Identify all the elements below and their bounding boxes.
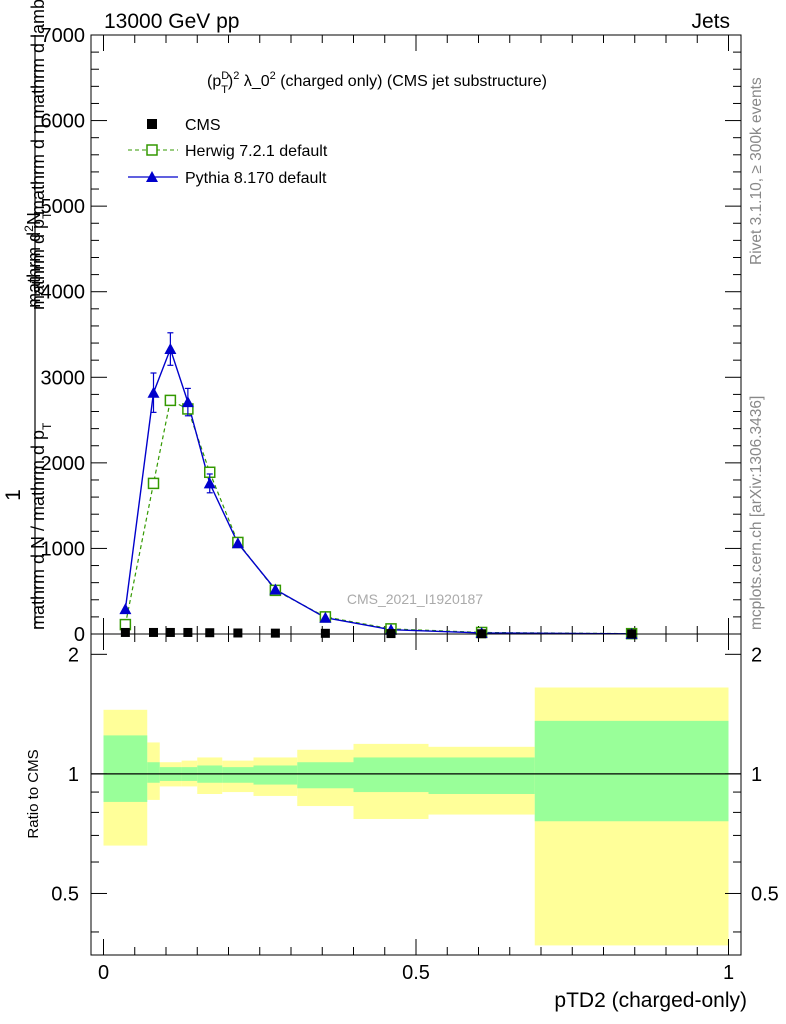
ratio-inner-band-bin bbox=[147, 762, 160, 783]
cms-point bbox=[205, 628, 215, 638]
main-y-ticks: 0 1000 2000 3000 4000 5000 6000 7000 bbox=[41, 25, 741, 646]
ratio-y-axis-label: Ratio to CMS bbox=[25, 749, 42, 838]
rivet-version-label: Rivet 3.1.10, ≥ 300k events bbox=[748, 77, 765, 265]
ratio-xtick-label: 1 bbox=[723, 962, 734, 984]
pythia-point bbox=[147, 386, 160, 398]
pythia-point bbox=[181, 396, 194, 408]
legend-label-pythia: Pythia 8.170 default bbox=[185, 170, 327, 187]
ratio-inner-band-bin bbox=[297, 762, 354, 789]
ratio-inner-band-bin bbox=[534, 720, 729, 822]
pythia-point bbox=[203, 477, 216, 489]
ratio-y-ticks: 0.5 0.5 1 1 2 2 bbox=[51, 644, 779, 933]
main-ytick-label: 0 bbox=[74, 624, 85, 646]
main-y-axis-label: 1 mathrm d2N mathrm d N / mathrm d pT ma… bbox=[2, 0, 54, 630]
main-plot-title: (pD T)2 λ_02 (charged only) (CMS jet subs… bbox=[207, 70, 547, 96]
main-ytick-label: 1000 bbox=[41, 538, 86, 560]
legend-label-cms: CMS bbox=[185, 117, 221, 134]
main-panel: (pD T)2 λ_02 (charged only) (CMS jet subs… bbox=[2, 0, 742, 646]
ylabel-denominator-2: mathrm d pT bbox=[28, 211, 54, 310]
pythia-point bbox=[164, 343, 177, 355]
ratio-panel: 0.5 0.51 12 2 0 0.5 1 Ratio to CMS pTD2 (char… bbox=[25, 633, 779, 1012]
ratio-inner-band-bin bbox=[353, 757, 429, 793]
ratio-ytick-label-right: 1 bbox=[751, 764, 762, 786]
legend-entry-herwig: Herwig 7.2.1 default bbox=[128, 143, 328, 160]
cms-point bbox=[120, 627, 130, 637]
pythia-point bbox=[269, 583, 282, 595]
ratio-ytick-label-right: 0.5 bbox=[751, 883, 779, 905]
ratio-xtick-label: 0 bbox=[98, 962, 109, 984]
ylabel-denominator-3: mathrm d η mathrm d lambda bbox=[28, 0, 48, 215]
cms-point bbox=[149, 627, 158, 637]
main-ytick-label: 6000 bbox=[41, 111, 86, 133]
herwig-point bbox=[147, 477, 160, 490]
ratio-ytick-label: 2 bbox=[68, 644, 79, 666]
cms-point bbox=[165, 627, 175, 637]
ratio-ytick-label: 0.5 bbox=[51, 883, 79, 905]
ratio-inner-band-bin bbox=[103, 735, 148, 802]
ratio-ytick-label: 1 bbox=[68, 764, 79, 786]
pythia-point bbox=[319, 611, 332, 623]
herwig-point bbox=[164, 394, 177, 407]
ratio-xtick-label: 0.5 bbox=[402, 962, 430, 984]
pythia-point bbox=[119, 603, 132, 615]
main-ytick-label: 4000 bbox=[41, 282, 86, 304]
cms-point bbox=[270, 628, 280, 638]
x-axis-label: pTD2 (charged-only) bbox=[554, 989, 747, 1012]
main-ytick-label: 5000 bbox=[41, 196, 86, 218]
herwig-line bbox=[124, 399, 632, 635]
pythia-point bbox=[231, 537, 244, 549]
ratio-inner-band-bin bbox=[428, 757, 535, 794]
ratio-bands-layer bbox=[103, 687, 729, 946]
legend-entry-cms: CMS bbox=[147, 117, 221, 134]
main-ytick-label: 7000 bbox=[41, 25, 86, 47]
main-series-layer bbox=[119, 332, 638, 640]
ratio-inner-band-bin bbox=[253, 765, 298, 785]
ratio-x-ticks: 0 0.5 1 bbox=[98, 634, 734, 984]
cms-point bbox=[183, 627, 193, 637]
ratio-ytick-label-right: 2 bbox=[751, 644, 762, 666]
cms-point bbox=[233, 628, 243, 638]
energy-label: 13000 GeV pp bbox=[104, 10, 239, 33]
legend-marker-cms bbox=[147, 119, 157, 129]
mcplots-label: mcplots.cern.ch [arXiv:1306.3436] bbox=[748, 396, 765, 630]
legend-marker-herwig bbox=[146, 144, 158, 156]
ylabel-one: 1 bbox=[2, 489, 25, 501]
legend-label-herwig: Herwig 7.2.1 default bbox=[185, 143, 328, 160]
legend: CMS Herwig 7.2.1 default Pythia 8.170 de… bbox=[128, 117, 328, 187]
legend-marker-pythia bbox=[146, 171, 158, 182]
ratio-inner-band-bin bbox=[222, 767, 254, 783]
ylabel-denominator-1: mathrm d N / mathrm d pT bbox=[28, 422, 54, 630]
main-ytick-label: 3000 bbox=[41, 367, 86, 389]
cms-point bbox=[320, 628, 330, 638]
main-ytick-label: 2000 bbox=[41, 453, 86, 475]
process-label: Jets bbox=[691, 10, 730, 33]
ylabel-numerator: mathrm d2N bbox=[22, 212, 44, 308]
analysis-watermark: CMS_2021_I1920187 bbox=[347, 591, 483, 607]
legend-entry-pythia: Pythia 8.170 default bbox=[128, 170, 327, 187]
